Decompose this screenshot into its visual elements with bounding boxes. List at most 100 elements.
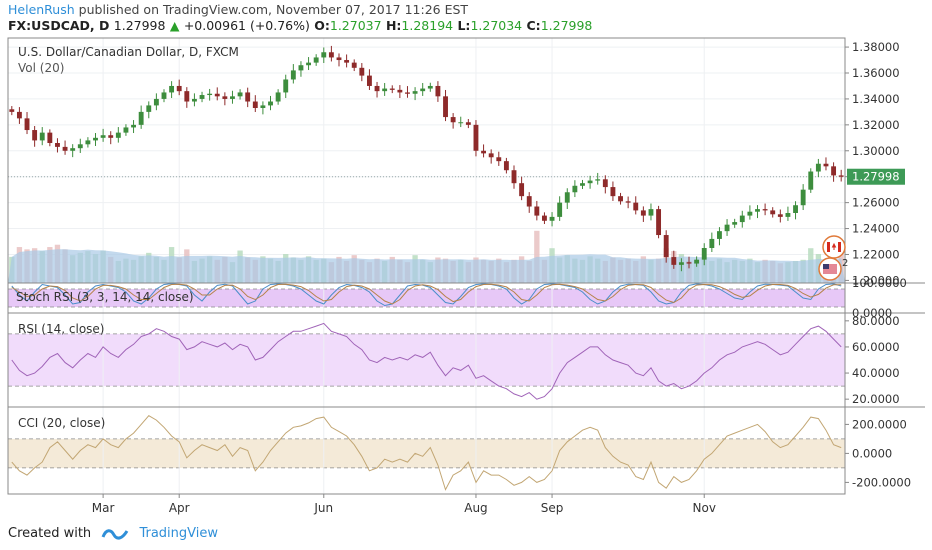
x-tick-label: Apr — [169, 501, 190, 515]
price-candles — [9, 45, 844, 272]
cci-tick-label: -200.0000 — [852, 475, 911, 489]
candle-body — [686, 262, 692, 264]
rsi-band — [8, 333, 845, 387]
x-tick-label: Sep — [541, 501, 564, 515]
candle-body — [580, 183, 585, 186]
candle-body — [777, 214, 783, 217]
candle-body — [9, 109, 15, 112]
us-flag-stripes — [823, 264, 837, 274]
price-tick-label: 1.24000 — [852, 222, 900, 236]
chart-area[interactable]: 1.380001.360001.340001.320001.300001.280… — [0, 36, 932, 524]
candle-body — [123, 127, 129, 133]
candle-body — [336, 57, 342, 61]
price-tick-label: 1.22000 — [852, 247, 900, 261]
candle-body — [557, 202, 563, 217]
stoch-d-line — [11, 283, 842, 305]
last-price-tag — [847, 168, 905, 185]
publish-info: published on TradingView.com, November 0… — [78, 2, 469, 17]
candle-body — [382, 88, 388, 92]
candle-body — [146, 105, 152, 112]
candle-body — [602, 179, 608, 188]
candle-body — [131, 124, 136, 128]
candle-body — [138, 111, 144, 125]
stoch-tick-label: 100.0000 — [852, 276, 907, 290]
canada-flag-bar-right — [838, 242, 841, 252]
candle-body — [93, 137, 98, 141]
cci-tick-label: 200.0000 — [852, 417, 907, 431]
candle-body — [732, 222, 738, 225]
stoch-band — [8, 289, 845, 307]
candle-body — [747, 211, 753, 216]
candle-body — [207, 93, 213, 96]
candle-body — [534, 206, 540, 216]
pane-backgrounds — [8, 289, 845, 468]
candle-body — [366, 75, 372, 86]
event-flags[interactable]: 2 — [818, 235, 848, 281]
candle-body — [458, 122, 464, 124]
candle-body — [62, 146, 68, 151]
candle-body — [275, 92, 281, 102]
candle-body — [313, 57, 319, 63]
candle-body — [800, 189, 806, 206]
candle-body — [169, 85, 175, 93]
candle-body — [237, 92, 243, 97]
low-label: L: — [457, 18, 471, 33]
candle-body — [648, 209, 654, 216]
candle-body — [717, 231, 722, 239]
x-tick-label: Nov — [693, 501, 716, 515]
rsi-tick-label: 40.0000 — [852, 366, 900, 380]
candle-body — [701, 248, 707, 260]
candle-body — [405, 92, 410, 94]
candle-body — [214, 93, 220, 97]
tradingview-link[interactable]: TradingView — [139, 526, 218, 541]
open-label: O: — [314, 18, 330, 33]
candle-body — [245, 92, 251, 102]
candle-body — [397, 89, 403, 93]
candle-body — [260, 105, 266, 108]
price-tick-label: 1.34000 — [852, 92, 900, 106]
candle-body — [724, 224, 730, 232]
rsi-line — [11, 322, 842, 400]
candle-body — [694, 259, 700, 264]
candle-body — [306, 62, 311, 66]
candle-body — [450, 117, 456, 123]
candle-body — [283, 79, 289, 93]
candle-body — [770, 210, 776, 215]
candle-body — [427, 85, 433, 89]
created-with-label: Created with — [8, 526, 92, 541]
candle-body — [24, 118, 30, 131]
candle-body — [610, 187, 616, 197]
pane-legends: U.S. Dollar/Canadian Dollar, D, FXCM Vol… — [16, 45, 239, 430]
candle-body — [443, 96, 448, 118]
candle-body — [496, 157, 502, 162]
candle-body — [184, 91, 190, 102]
candle-body — [511, 170, 517, 184]
candle-body — [351, 62, 357, 68]
candle-body — [268, 101, 273, 106]
symbol-line: FX:USDCAD, D 1.27998 ▲ +0.00961 (+0.76%)… — [8, 18, 592, 33]
candle-body — [625, 201, 631, 203]
high-value: 1.28194 — [401, 18, 454, 33]
candle-body — [473, 124, 479, 151]
candle-body — [671, 257, 677, 265]
candle-body — [176, 85, 182, 92]
candle-body — [420, 88, 426, 92]
price-tick-label: 1.30000 — [852, 144, 900, 158]
candle-body — [481, 150, 487, 154]
volume-bars — [8, 230, 845, 283]
candle-body — [344, 60, 350, 63]
us-flag-canton — [823, 264, 829, 269]
symbol-label: FX:USDCAD, D — [8, 18, 110, 33]
author-link[interactable]: HelenRush — [8, 2, 75, 17]
candle-body — [412, 91, 418, 94]
pane-frames — [7, 37, 925, 495]
open-value: 1.27037 — [329, 18, 382, 33]
header: HelenRush published on TradingView.com, … — [0, 0, 932, 36]
candle-body — [161, 92, 167, 99]
candle-body — [503, 161, 509, 171]
cci-tick-label: 0.0000 — [852, 446, 892, 460]
candle-body — [526, 196, 532, 207]
rsi-tick-label: 20.0000 — [852, 392, 900, 406]
candle-body — [808, 171, 814, 190]
candle-body — [793, 205, 798, 213]
